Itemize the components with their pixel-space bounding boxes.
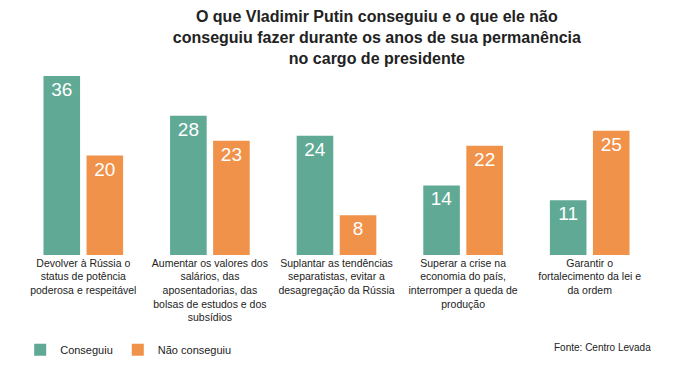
- svg-text:Superar a crise naeconomia do: Superar a crise naeconomia do país,inter…: [409, 257, 518, 310]
- svg-text:Não conseguiu: Não conseguiu: [158, 344, 231, 356]
- svg-text:36: 36: [51, 79, 72, 100]
- svg-text:22: 22: [474, 149, 495, 170]
- svg-text:8: 8: [353, 218, 364, 239]
- svg-text:25: 25: [601, 134, 622, 155]
- svg-text:20: 20: [94, 159, 115, 180]
- svg-text:Aumentar os valores dossalário: Aumentar os valores dossalários, dasapos…: [152, 257, 268, 324]
- svg-text:Garantir ofortalecimento da le: Garantir ofortalecimento da lei eda orde…: [538, 257, 641, 296]
- svg-text:Fonte: Centro Levada: Fonte: Centro Levada: [554, 342, 651, 353]
- svg-text:14: 14: [431, 188, 453, 209]
- svg-text:28: 28: [178, 119, 199, 140]
- svg-text:O que Vladimir Putin conseguiu: O que Vladimir Putin conseguiu e o que e…: [173, 8, 581, 67]
- svg-text:Suplantar as tendênciasseparat: Suplantar as tendênciasseparatistas, evi…: [278, 257, 394, 296]
- svg-text:Devolver à Rússia ostatus de p: Devolver à Rússia ostatus de potênciapod…: [30, 257, 136, 296]
- svg-text:24: 24: [304, 139, 326, 160]
- svg-text:23: 23: [221, 144, 242, 165]
- svg-text:Conseguiu: Conseguiu: [60, 344, 113, 356]
- svg-text:11: 11: [558, 203, 578, 224]
